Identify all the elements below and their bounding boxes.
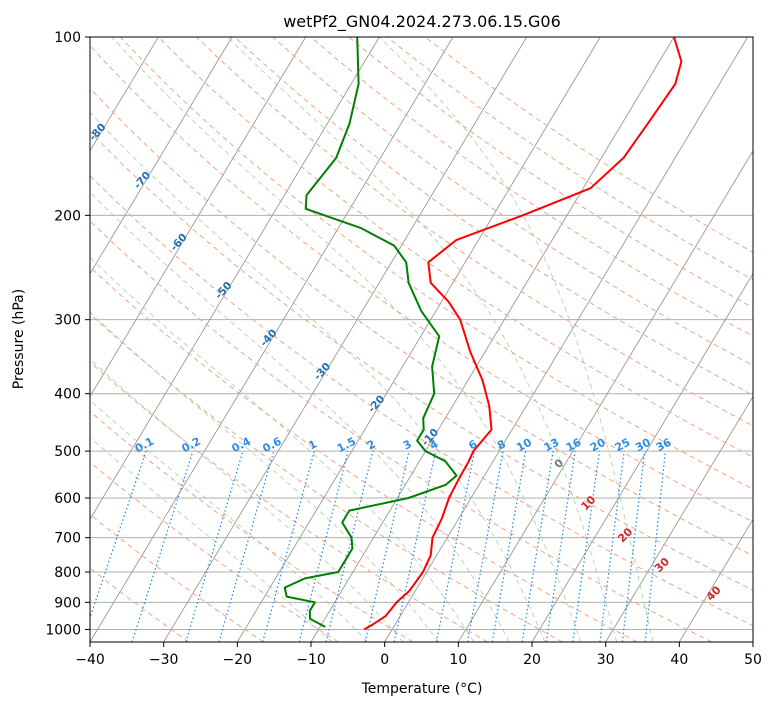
mixing-ratio-line (572, 451, 601, 642)
y-tick-label: 400 (54, 387, 81, 403)
x-tick-label: −20 (223, 652, 253, 668)
dry-adiabat-line (119, 37, 753, 490)
dry-adiabat-line (90, 130, 753, 591)
moist-adiabat-line (90, 191, 510, 642)
dry-adiabat-line (90, 461, 339, 642)
mixing-ratio-label: 30 (633, 436, 653, 455)
mixing-ratio-line (185, 450, 244, 642)
moist-adiabat-line (90, 358, 404, 642)
x-axis-label: Temperature (°C) (361, 681, 483, 697)
y-tick-label: 200 (54, 208, 81, 224)
dry-adiabat-line (272, 37, 753, 367)
y-axis-ticks: 1000 900 800 700 600 500 400 300 200 100 (45, 30, 90, 638)
x-tick-label: −30 (149, 652, 179, 668)
plot-area: 0.10.20.40.611.52346810131620253036-100-… (90, 37, 753, 642)
dry-adiabat-line (157, 37, 753, 458)
isotherm-line (90, 37, 307, 398)
dry-adiabat-line (348, 37, 753, 309)
x-tick-label: 0 (380, 652, 389, 668)
dry-adiabat-line (90, 175, 753, 627)
dry-adiabat-line (90, 44, 753, 523)
isotherm-line (678, 518, 753, 642)
y-tick-label: 500 (54, 444, 81, 460)
mixing-ratio-line (131, 450, 194, 642)
y-axis-label: Pressure (hPa) (11, 289, 27, 389)
mixing-ratio-lines (90, 450, 667, 642)
chart-title: wetPf2_GN04.2024.273.06.15.G06 (283, 12, 561, 32)
x-tick-label: 50 (744, 652, 762, 668)
mixing-ratio-label: 25 (613, 436, 633, 455)
y-tick-label: 800 (54, 565, 81, 581)
isotherm-line (90, 37, 454, 642)
moist-adiabat-line (111, 37, 582, 642)
isotherm-line (90, 37, 380, 521)
dry-adiabat-line (90, 313, 563, 642)
mixing-ratio-line (491, 450, 527, 642)
dry-adiabat-line (90, 266, 638, 642)
y-tick-label: 600 (54, 491, 81, 507)
moist-adiabat-line (90, 111, 546, 642)
mixing-ratio-label: 10 (514, 436, 534, 455)
mixing-ratio-label: 13 (542, 436, 562, 455)
mixing-ratio-line (325, 450, 374, 642)
isotherm-line (605, 395, 753, 642)
y-tick-label: 1000 (45, 622, 81, 638)
dewpoint-profile-line (283, 37, 458, 628)
isotherm-line (163, 37, 528, 642)
x-axis-ticks: −40 −30 −20 −10 0 10 20 30 40 50 (75, 642, 762, 668)
mixing-ratio-line (393, 450, 437, 642)
moist-adiabat-line (90, 256, 475, 642)
x-tick-label: 10 (449, 652, 467, 668)
mixing-ratio-label: 20 (588, 436, 608, 455)
y-tick-label: 100 (54, 30, 81, 46)
isotherm-line (457, 150, 753, 642)
moist-adiabats (90, 37, 654, 642)
temperature-profile-line (363, 37, 683, 631)
mixing-ratio-line (364, 450, 410, 642)
isotherm-line (531, 272, 753, 642)
mixing-ratio-line (621, 451, 646, 642)
mixing-ratio-line (90, 450, 147, 620)
mixing-ratio-line (298, 450, 349, 642)
isotherm-line (90, 37, 159, 152)
isotherm-line (236, 37, 601, 642)
mixing-ratio-line (262, 450, 315, 642)
x-tick-label: 20 (523, 652, 541, 668)
mixing-ratio-line (466, 450, 504, 642)
x-tick-label: 40 (670, 652, 688, 668)
isotherm-line (384, 37, 749, 642)
mixing-ratio-line (599, 451, 625, 642)
dry-adiabat-line (234, 37, 753, 396)
y-tick-label: 700 (54, 531, 81, 547)
mixing-ratio-label: 16 (564, 435, 584, 454)
mixing-ratio-line (521, 451, 554, 642)
isotherm-line (90, 37, 233, 275)
mixing-ratio-label: 36 (654, 435, 674, 454)
dry-adiabat-line (90, 513, 264, 642)
x-tick-label: −10 (296, 652, 326, 668)
dry-adiabats (90, 37, 753, 642)
mixing-ratio-line (435, 450, 476, 642)
dry-adiabat-line (90, 220, 712, 642)
dry-adiabat-line (90, 361, 488, 642)
y-tick-label: 300 (54, 313, 81, 329)
mixing-ratio-line (545, 451, 576, 642)
x-tick-label: −40 (75, 652, 105, 668)
x-tick-label: 30 (597, 652, 615, 668)
y-tick-label: 900 (54, 595, 81, 611)
profile-series (283, 37, 683, 631)
mixing-ratio-line (218, 450, 275, 642)
moist-adiabat-line (90, 399, 369, 642)
plot-frame (89, 36, 754, 643)
